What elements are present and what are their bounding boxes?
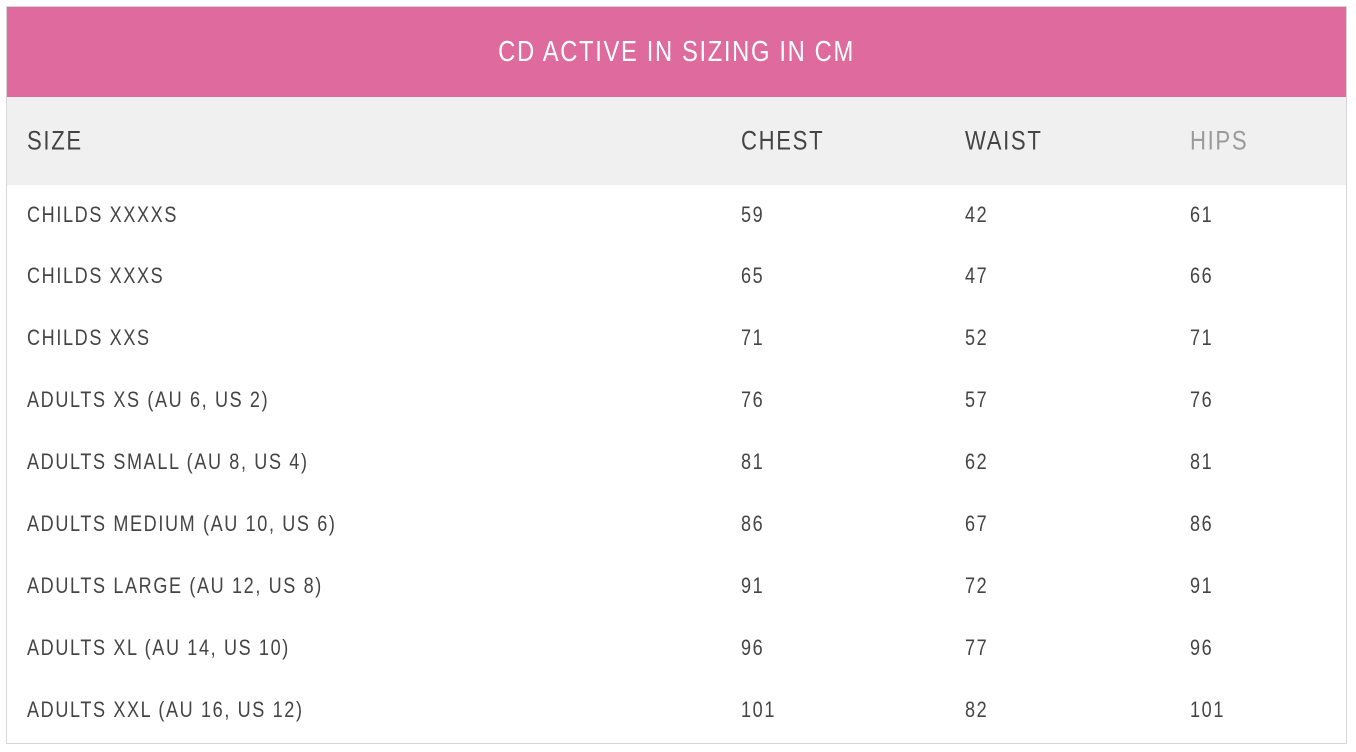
table-row: CHILDS XXS 71 52 71 xyxy=(7,307,1346,369)
cell-chest: 81 xyxy=(741,449,765,474)
cell-size: ADULTS MEDIUM (AU 10, US 6) xyxy=(27,511,337,536)
table-row: CHILDS XXXS 65 47 66 xyxy=(7,245,1346,307)
table-title: CD ACTIVE IN SIZING IN CM xyxy=(498,35,855,68)
table-row: ADULTS LARGE (AU 12, US 8) 91 72 91 xyxy=(7,555,1346,617)
cell-size: ADULTS XS (AU 6, US 2) xyxy=(27,387,270,412)
cell-chest: 71 xyxy=(741,325,765,350)
header-row: SIZE CHEST WAIST HIPS xyxy=(7,97,1346,185)
table-row: ADULTS SMALL (AU 8, US 4) 81 62 81 xyxy=(7,431,1346,493)
cell-size: CHILDS XXXXS xyxy=(27,202,179,227)
cell-size: ADULTS SMALL (AU 8, US 4) xyxy=(27,449,309,474)
cell-size: CHILDS XXS xyxy=(27,325,151,350)
header-hips: HIPS xyxy=(1190,125,1249,156)
cell-size: ADULTS XL (AU 14, US 10) xyxy=(27,635,290,660)
cell-chest: 91 xyxy=(741,573,765,598)
cell-waist: 47 xyxy=(965,263,989,288)
cell-chest: 101 xyxy=(741,697,777,722)
table-row: ADULTS XL (AU 14, US 10) 96 77 96 xyxy=(7,617,1346,679)
title-bar: CD ACTIVE IN SIZING IN CM xyxy=(7,7,1346,97)
table-row: CHILDS XXXXS 59 42 61 xyxy=(7,185,1346,245)
cell-chest: 76 xyxy=(741,387,765,412)
cell-waist: 52 xyxy=(965,325,989,350)
cell-waist: 67 xyxy=(965,511,989,536)
table-body: CHILDS XXXXS 59 42 61 CHILDS XXXS 65 47 … xyxy=(7,185,1346,741)
cell-hips: 66 xyxy=(1190,263,1214,288)
header-chest: CHEST xyxy=(741,125,825,156)
cell-size: CHILDS XXXS xyxy=(27,263,165,288)
cell-waist: 82 xyxy=(965,697,989,722)
cell-waist: 57 xyxy=(965,387,989,412)
header-waist: WAIST xyxy=(965,125,1043,156)
cell-hips: 86 xyxy=(1190,511,1214,536)
cell-waist: 42 xyxy=(965,202,989,227)
cell-size: ADULTS LARGE (AU 12, US 8) xyxy=(27,573,323,598)
table-row: ADULTS MEDIUM (AU 10, US 6) 86 67 86 xyxy=(7,493,1346,555)
cell-hips: 96 xyxy=(1190,635,1214,660)
cell-hips: 61 xyxy=(1190,202,1214,227)
cell-hips: 101 xyxy=(1190,697,1226,722)
cell-waist: 72 xyxy=(965,573,989,598)
cell-size: ADULTS XXL (AU 16, US 12) xyxy=(27,697,304,722)
header-size: SIZE xyxy=(27,125,83,156)
cell-hips: 91 xyxy=(1190,573,1214,598)
cell-hips: 81 xyxy=(1190,449,1214,474)
table-row: ADULTS XS (AU 6, US 2) 76 57 76 xyxy=(7,369,1346,431)
cell-hips: 71 xyxy=(1190,325,1214,350)
cell-chest: 59 xyxy=(741,202,765,227)
cell-hips: 76 xyxy=(1190,387,1214,412)
size-chart-table: CD ACTIVE IN SIZING IN CM SIZE CHEST WAI… xyxy=(6,6,1347,744)
table-row: ADULTS XXL (AU 16, US 12) 101 82 101 xyxy=(7,679,1346,741)
cell-chest: 65 xyxy=(741,263,765,288)
cell-chest: 96 xyxy=(741,635,765,660)
cell-chest: 86 xyxy=(741,511,765,536)
cell-waist: 77 xyxy=(965,635,989,660)
cell-waist: 62 xyxy=(965,449,989,474)
